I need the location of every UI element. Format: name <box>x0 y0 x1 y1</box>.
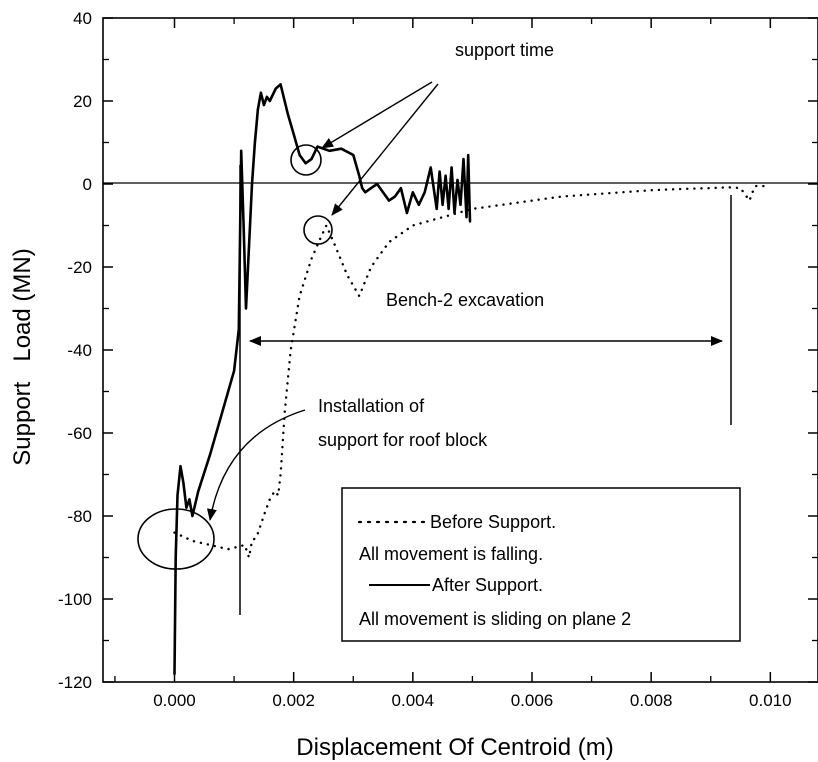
annotation-support-time: support time <box>455 40 554 60</box>
legend-label-falling: All movement is falling. <box>359 544 543 564</box>
x-axis-title: Displacement Of Centroid (m) <box>296 734 613 761</box>
support-time-arrow-lower <box>331 83 439 216</box>
x-tick-label: 0.004 <box>392 691 435 710</box>
series-after-support-line <box>173 83 472 676</box>
x-tick-label: 0.006 <box>511 691 554 710</box>
support-time-circle-lower <box>303 215 333 245</box>
legend-label-sliding: All movement is sliding on plane 2 <box>359 609 631 629</box>
installation-ellipse <box>137 508 215 570</box>
x-tick-label: 0.008 <box>630 691 673 710</box>
y-tick-label: -60 <box>67 424 92 443</box>
y-tick-label: -120 <box>58 673 92 692</box>
x-axis-ticks: 0.000 0.002 0.004 0.006 0.008 0.010 <box>114 18 792 710</box>
x-tick-label: 0.010 <box>749 691 792 710</box>
annotation-installation-line1: Installation of <box>318 396 425 416</box>
y-tick-label: -100 <box>58 590 92 609</box>
legend-label-before: Before Support. <box>430 512 556 532</box>
x-tick-label: 0.002 <box>272 691 315 710</box>
series-layer <box>173 83 766 676</box>
annotation-installation-line2: support for roof block <box>318 430 488 450</box>
legend-label-after: After Support. <box>432 575 543 595</box>
y-tick-label: -80 <box>67 507 92 526</box>
y-tick-label: 40 <box>73 9 92 28</box>
y-tick-label: -20 <box>67 258 92 277</box>
installation-arrow <box>206 409 306 521</box>
y-tick-label: 0 <box>83 175 92 194</box>
y-axis-ticks: 40 20 0 -20 -40 -60 -80 -100 -120 <box>58 9 818 692</box>
y-axis-title: Support Load (MN) <box>9 248 36 465</box>
annotation-bench-2: Bench-2 excavation <box>386 290 544 310</box>
legend-box <box>341 487 741 642</box>
y-tick-label: 20 <box>73 92 92 111</box>
support-time-arrow-upper <box>321 81 433 149</box>
support-time-circle-upper <box>290 144 322 176</box>
x-tick-label: 0.000 <box>153 691 196 710</box>
legend: Before Support. All movement is falling.… <box>341 487 741 642</box>
y-tick-label: -40 <box>67 341 92 360</box>
